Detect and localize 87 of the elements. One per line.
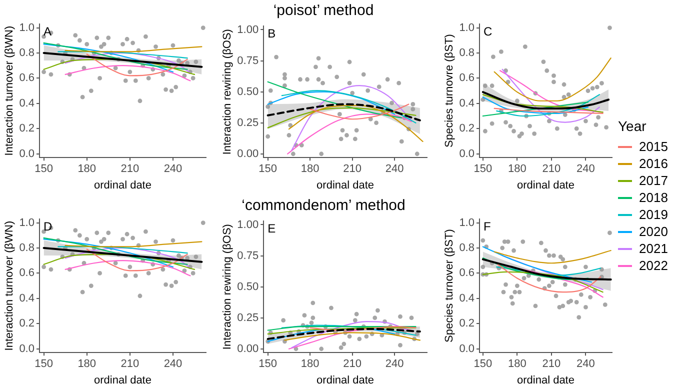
x-tick-label: 240 <box>164 358 182 370</box>
annotation: E <box>268 221 276 236</box>
x-tick-label: 150 <box>474 358 492 370</box>
y-tick-label: 1.0 <box>459 216 474 229</box>
y-tick-label: 1.0 <box>19 216 34 229</box>
x-tick-label: 240 <box>576 163 595 176</box>
y-tick-label: 0.2 <box>19 318 34 330</box>
y-tick-label: 0.25 <box>237 116 259 129</box>
annotation: A <box>43 24 52 38</box>
annotation: F <box>483 219 491 234</box>
annotation: C <box>483 24 492 38</box>
y-tick-label: 1.0 <box>19 22 34 34</box>
y-axis-title: Interaction turnover (βWN) <box>4 26 16 156</box>
x-axis-title: ordinal date <box>94 374 152 386</box>
x-tick-label: 150 <box>258 358 278 370</box>
x-tick-label: 240 <box>385 358 404 370</box>
y-tick-label: 0.8 <box>459 47 474 60</box>
annotation: B <box>268 26 276 40</box>
y-axis-title: Species turnover (βST) <box>444 229 456 342</box>
y-tick-label: 0.75 <box>237 54 259 67</box>
x-tick-label: 180 <box>300 358 320 370</box>
x-tick-label: 150 <box>258 163 278 176</box>
y-tick-label: 0.6 <box>459 72 474 84</box>
legend-label: 2020 <box>639 224 668 239</box>
y-tick-label: 0.0 <box>459 342 474 355</box>
y-tick-label: 0.2 <box>459 318 474 330</box>
y-tick-label: 0.75 <box>237 250 259 262</box>
x-tick-label: 210 <box>120 163 140 176</box>
x-tick-label: 180 <box>300 163 320 176</box>
x-tick-label: 180 <box>78 163 96 176</box>
chart-title: ‘poisot’ method <box>273 2 374 20</box>
x-tick-label: 210 <box>120 358 140 370</box>
x-axis-title: ordinal date <box>316 374 374 386</box>
x-tick-label: 240 <box>576 358 595 370</box>
x-tick-label: 210 <box>343 358 362 370</box>
y-axis-title: Interaction rewiring (βOS) <box>222 224 234 350</box>
y-tick-label: 1.0 <box>459 22 474 34</box>
y-tick-label: 0.0 <box>459 148 474 160</box>
annotation: D <box>43 219 52 234</box>
legend-label: 2019 <box>639 207 668 222</box>
legend-title: Year <box>618 118 648 134</box>
y-tick-label: 0.2 <box>459 122 474 135</box>
x-tick-label: 240 <box>385 163 404 176</box>
legend-label: 2016 <box>639 156 668 171</box>
y-tick-label: 0.8 <box>19 47 34 60</box>
x-tick-label: 210 <box>542 163 561 176</box>
x-tick-label: 240 <box>164 163 182 176</box>
chart-title: ‘commondenom’ method <box>242 197 406 214</box>
x-tick-label: 210 <box>343 163 362 176</box>
y-tick-label: 0.0 <box>19 148 34 160</box>
y-tick-label: 0.25 <box>237 312 259 324</box>
y-tick-label: 1.00 <box>237 218 259 231</box>
y-tick-label: 0.8 <box>459 242 474 254</box>
y-tick-label: 0.4 <box>459 97 474 110</box>
x-tick-label: 150 <box>34 358 53 370</box>
legend-label: 2017 <box>639 173 668 188</box>
y-axis-title: Species turnovre (βST) <box>444 34 456 148</box>
y-tick-label: 1.00 <box>237 24 259 36</box>
y-tick-label: 0.6 <box>19 267 34 280</box>
y-tick-label: 0.0 <box>19 342 34 355</box>
y-tick-label: 0.6 <box>459 267 474 280</box>
x-axis-title: ordinal date <box>316 179 374 192</box>
y-tick-label: 0.6 <box>19 72 34 84</box>
x-tick-label: 180 <box>78 358 96 370</box>
y-axis-title: Interaction rewiring (βOS) <box>222 29 234 155</box>
legend-label: 2022 <box>639 258 668 273</box>
legend-label: 2018 <box>639 190 668 205</box>
y-tick-label: 0.4 <box>19 97 34 110</box>
y-axis-title: Interaction turnover (βWN) <box>4 220 16 351</box>
y-tick-label: 0.8 <box>19 242 34 254</box>
y-tick-label: 0.2 <box>19 122 34 135</box>
y-tick-label: 0.50 <box>237 86 259 98</box>
x-tick-label: 180 <box>508 163 526 176</box>
x-axis-title: ordinal date <box>94 179 152 192</box>
x-tick-label: 150 <box>34 163 53 176</box>
y-tick-label: 0.4 <box>459 292 474 304</box>
x-axis-title: ordinal date <box>516 374 574 386</box>
x-axis-title: ordinal date <box>516 179 574 192</box>
y-tick-label: 0.00 <box>237 342 259 355</box>
x-tick-label: 180 <box>508 358 526 370</box>
legend-label: 2015 <box>639 139 668 154</box>
x-tick-label: 150 <box>474 163 492 176</box>
x-tick-label: 210 <box>542 358 561 370</box>
y-tick-label: 0.50 <box>237 280 259 293</box>
y-tick-label: 0.00 <box>237 148 259 160</box>
legend-label: 2021 <box>639 241 668 256</box>
y-tick-label: 0.4 <box>19 292 34 304</box>
